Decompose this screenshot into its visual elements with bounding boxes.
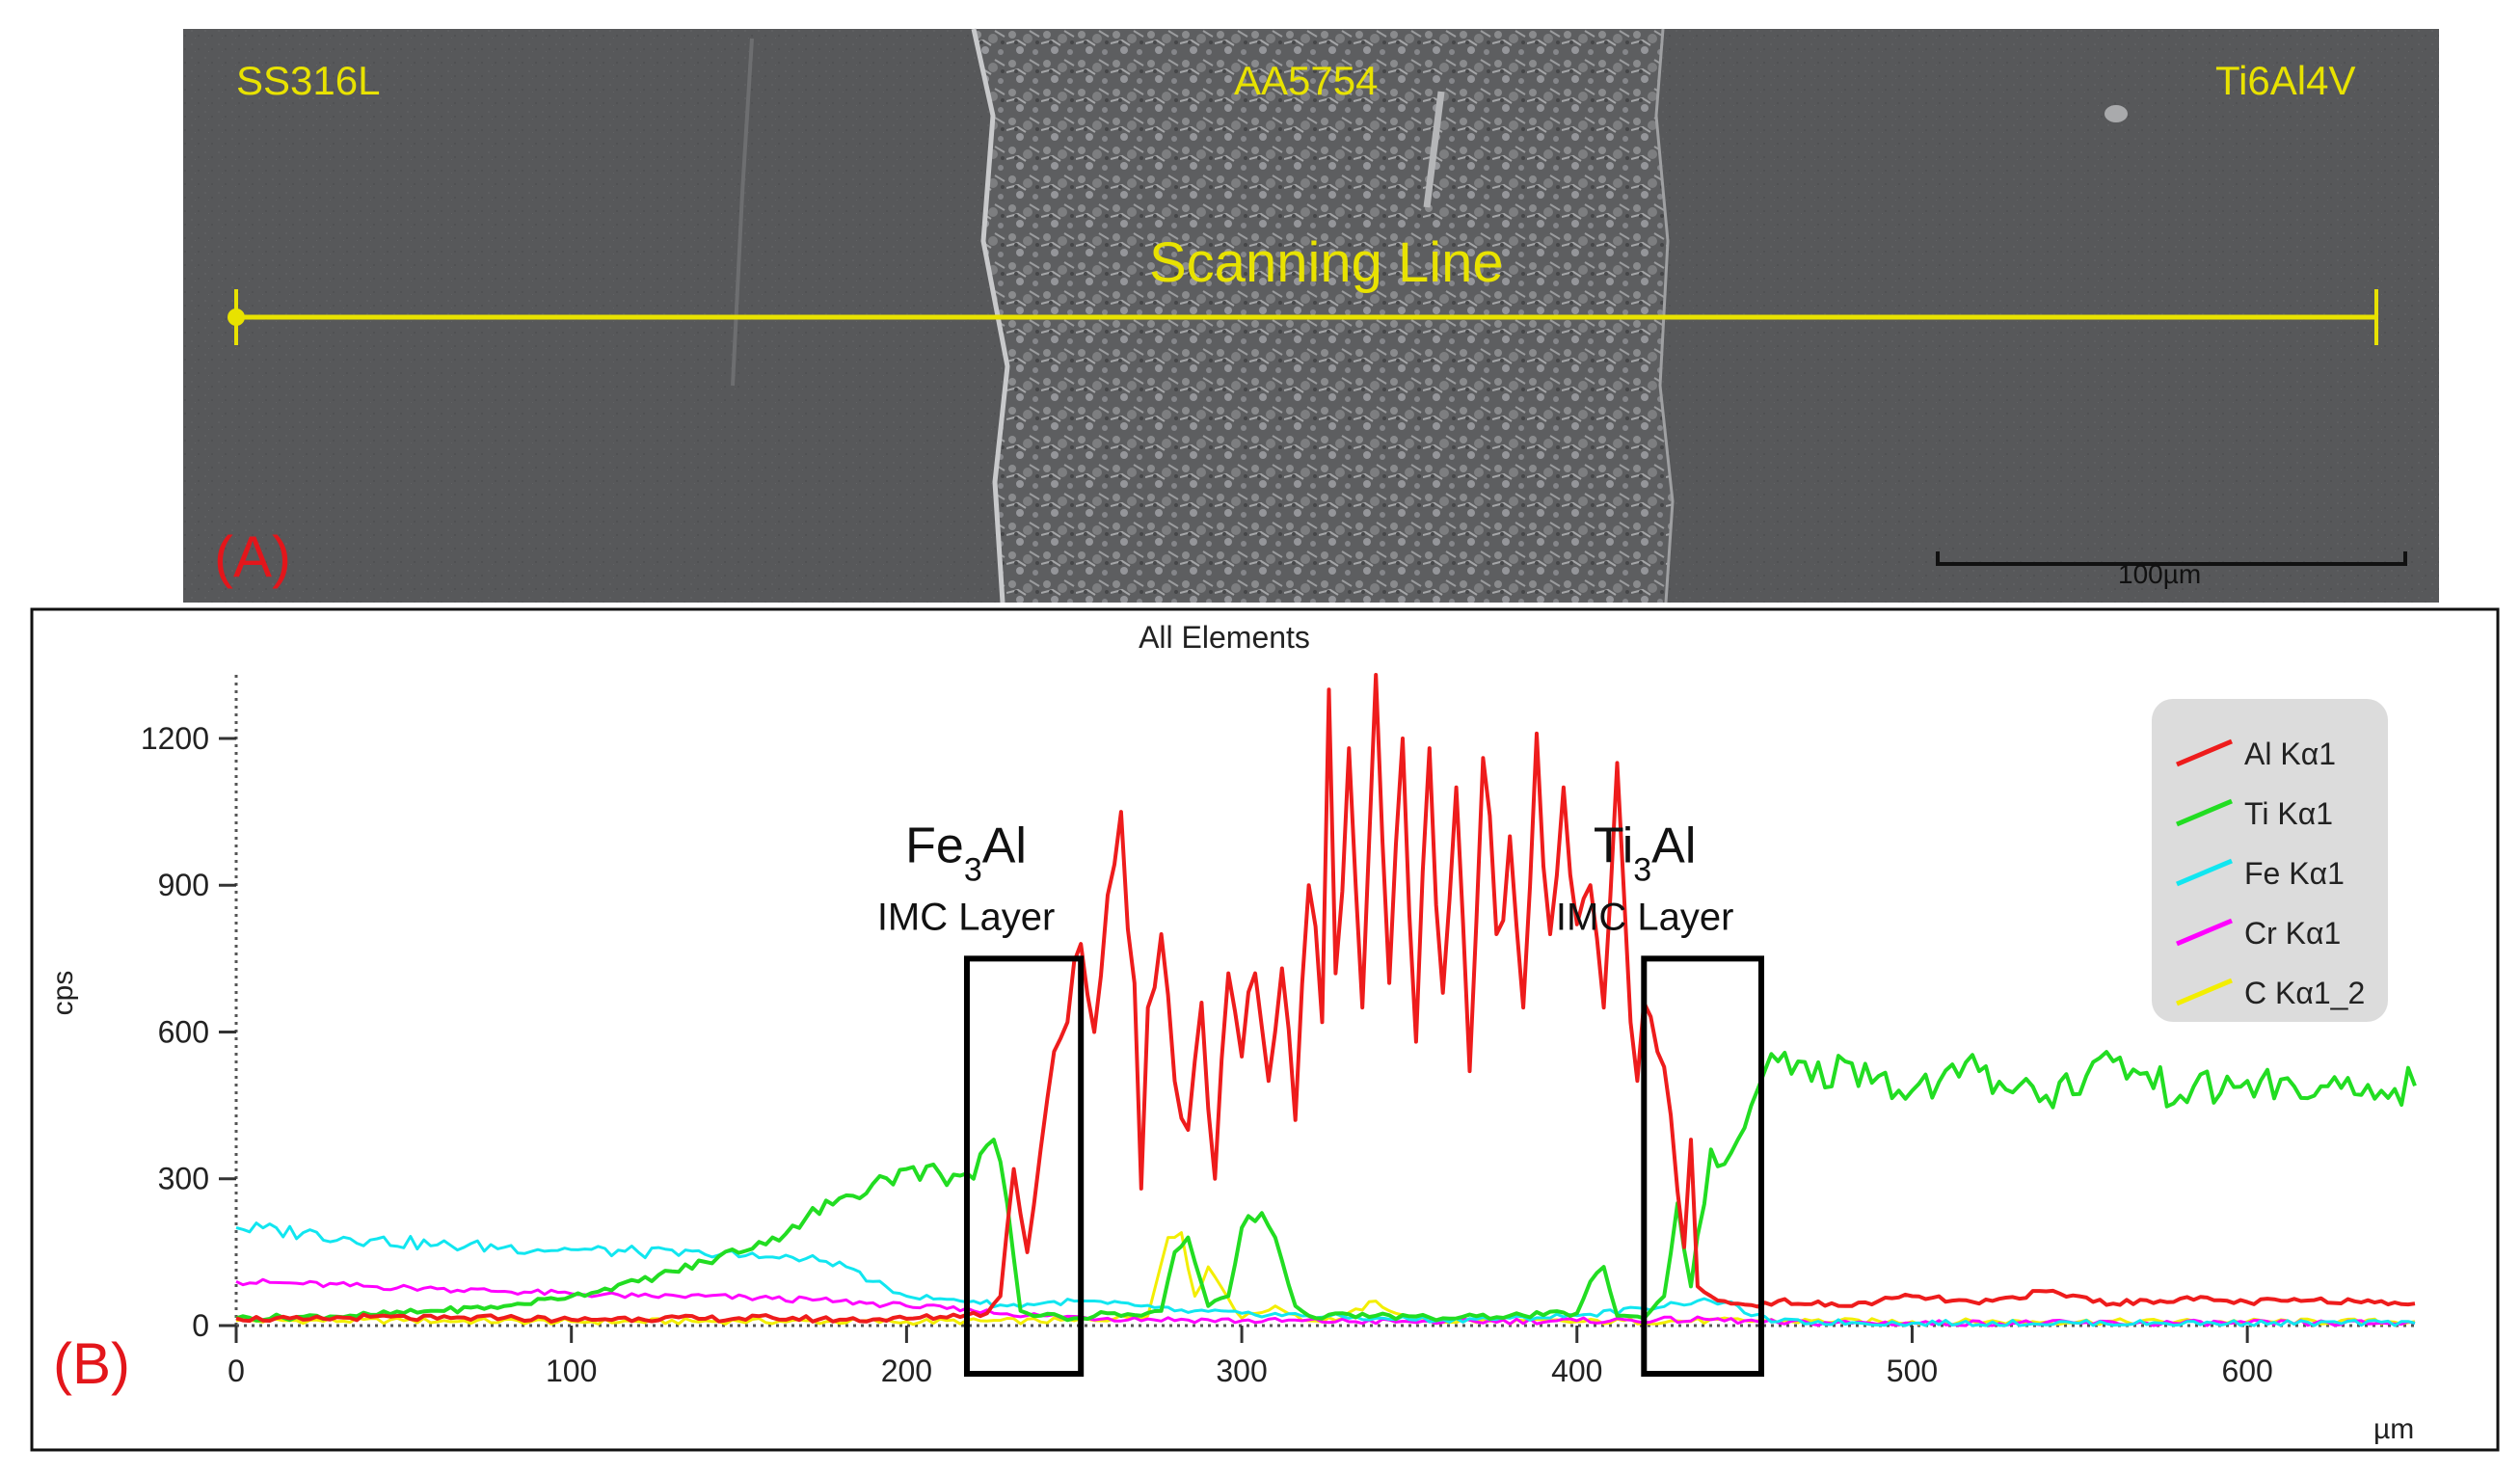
panel-b-label: (B) xyxy=(53,1331,130,1396)
x-tick-label: 300 xyxy=(1216,1354,1267,1388)
scale-bar: 100µm xyxy=(1936,551,2407,589)
x-tick-label: 100 xyxy=(546,1354,597,1388)
y-tick-label: 900 xyxy=(158,868,209,902)
x-tick-label: 0 xyxy=(228,1354,245,1388)
imc-layer-label: IMC Layer xyxy=(877,896,1056,938)
legend: Al Kα1 Ti Kα1 Fe Kα1 Cr Kα1 C Kα1_2 xyxy=(2152,699,2388,1022)
legend-label-fe: Fe Kα1 xyxy=(2244,856,2345,891)
y-axis-title: cps xyxy=(47,971,79,1016)
plot-area: 0 300 600 900 1200 0 100 200 300 400 500 600 Fe3Al IM… xyxy=(141,673,2417,1388)
needle-particle xyxy=(1423,91,1445,208)
series-line-ti xyxy=(235,1050,2417,1323)
legend-label-cr: Cr Kα1 xyxy=(2244,916,2341,951)
legend-swatch-c xyxy=(2176,978,2233,1006)
x-axis-title: µm xyxy=(2373,1413,2414,1445)
imc-compound-label: Ti3Al xyxy=(1594,818,1697,888)
sem-image-panel: SS316L AA5754 Ti6Al4V Scanning Line 100µ… xyxy=(183,28,2439,603)
legend-label-c: C Kα1_2 xyxy=(2244,976,2365,1010)
legend-swatch-fe xyxy=(2176,858,2233,887)
legend-swatch-al xyxy=(2176,738,2233,767)
legend-label-al: Al Kα1 xyxy=(2244,737,2336,771)
imc-layer-box xyxy=(963,955,1085,1377)
right-interface-edge xyxy=(1654,28,1675,603)
legend-swatch-ti xyxy=(2176,798,2233,827)
series-line-cr xyxy=(235,1277,2416,1328)
y-tick-label: 600 xyxy=(158,1014,209,1049)
scale-bar-label: 100µm xyxy=(2118,559,2201,589)
x-tick-label: 200 xyxy=(881,1354,932,1388)
y-tick-label: 1200 xyxy=(141,721,209,756)
surface-particle xyxy=(2104,105,2128,122)
label-ti6al4v: Ti6Al4V xyxy=(2215,58,2356,103)
x-tick-label: 500 xyxy=(1887,1354,1938,1388)
left-interface-edge xyxy=(971,28,1010,603)
x-tick-label: 400 xyxy=(1551,1354,1602,1388)
legend-swatch-cr xyxy=(2176,918,2233,947)
scanning-line-label: Scanning Line xyxy=(1149,231,1504,294)
y-tick-label: 300 xyxy=(158,1162,209,1196)
imc-compound-label: Fe3Al xyxy=(905,818,1027,888)
imc-layer-label: IMC Layer xyxy=(1556,896,1734,938)
label-aa5754: AA5754 xyxy=(1234,58,1378,103)
x-tick-label: 600 xyxy=(2221,1354,2272,1388)
label-ss316l: SS316L xyxy=(236,58,380,103)
y-tick-label: 0 xyxy=(192,1308,209,1343)
series-line-al xyxy=(235,673,2416,1324)
legend-box xyxy=(2152,699,2388,1022)
panel-a-label: (A) xyxy=(214,524,291,589)
polishing-scratch xyxy=(731,38,754,387)
legend-label-ti: Ti Kα1 xyxy=(2244,796,2333,831)
chart-title: All Elements xyxy=(1139,620,1310,655)
imc-layer-box xyxy=(1641,955,1765,1377)
